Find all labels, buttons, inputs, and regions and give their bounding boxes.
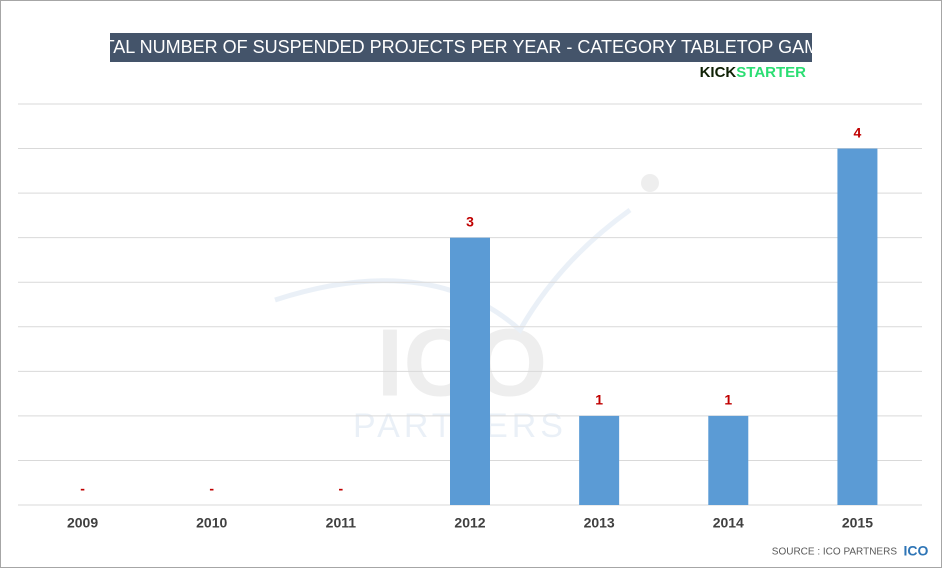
bar — [450, 237, 490, 505]
chart-title: TOTAL NUMBER OF SUSPENDED PROJECTS PER Y… — [79, 37, 843, 57]
watermark-runner — [641, 174, 659, 192]
source-logo: ICO — [904, 543, 929, 559]
brand-logo: KICKSTARTER — [700, 64, 807, 81]
x-tick-label: 2011 — [326, 515, 357, 531]
x-tick-label: 2013 — [584, 515, 615, 531]
data-label: 3 — [466, 213, 474, 229]
brand-kick: KICK — [700, 64, 737, 81]
data-label: 1 — [595, 392, 603, 408]
brand-starter: STARTER — [736, 64, 806, 81]
source: SOURCE : ICO PARTNERS — [772, 547, 898, 558]
bar — [579, 415, 620, 505]
data-label: - — [209, 481, 214, 497]
data-label: 1 — [724, 392, 732, 408]
x-tick-label: 2009 — [67, 515, 98, 531]
bar — [708, 415, 749, 505]
x-tick-label: 2012 — [454, 515, 485, 531]
x-tick-label: 2010 — [196, 515, 227, 531]
data-label: - — [80, 481, 85, 497]
x-tick-label: 2015 — [842, 515, 873, 531]
title-box — [110, 33, 812, 62]
data-label: 4 — [854, 124, 862, 140]
bar — [837, 148, 878, 506]
data-label: - — [339, 481, 344, 497]
x-tick-label: 2014 — [713, 515, 744, 531]
